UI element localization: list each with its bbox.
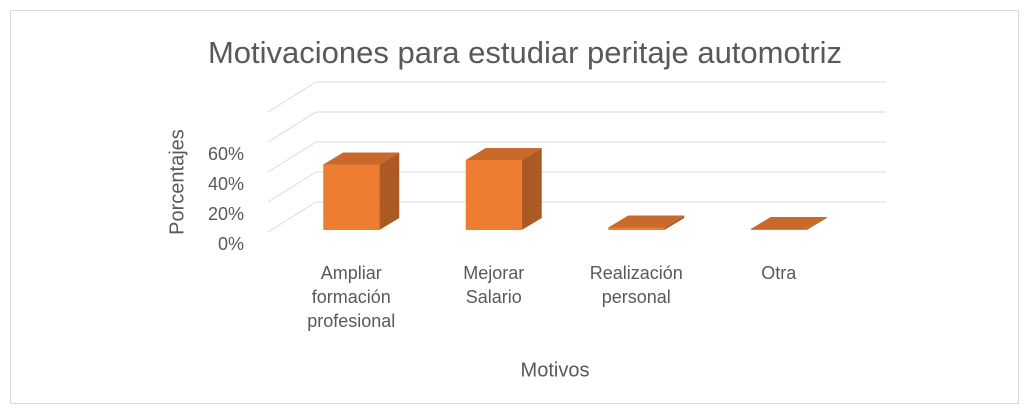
bar-side xyxy=(664,215,685,230)
bar-side xyxy=(379,152,400,230)
bar xyxy=(608,227,665,230)
bar-top xyxy=(323,152,400,165)
x-tick-label: Realización personal xyxy=(589,263,683,307)
bar xyxy=(750,229,807,230)
bar-side xyxy=(806,217,827,230)
grid-line xyxy=(267,201,317,233)
y-tick-label: 20% xyxy=(208,204,244,224)
bar-top xyxy=(465,148,542,160)
grid-line xyxy=(267,81,317,113)
bar xyxy=(323,164,380,230)
bar-top xyxy=(608,215,685,228)
x-axis-label: Motivos xyxy=(521,359,590,381)
x-tick-label: Ampliar formación profesional xyxy=(307,263,396,331)
bar-side xyxy=(521,148,542,230)
grid-line xyxy=(267,171,317,203)
x-tick-label: Otra xyxy=(761,263,797,283)
bar-top xyxy=(750,217,827,229)
grid-line xyxy=(267,111,317,143)
y-tick-label: 40% xyxy=(208,174,244,194)
bar xyxy=(465,160,522,230)
grid-line xyxy=(267,141,317,173)
y-tick-label: 60% xyxy=(208,144,244,164)
x-tick-label: Mejorar Salario xyxy=(463,263,525,307)
y-tick-label: 0% xyxy=(218,234,244,254)
chart-title: Motivaciones para estudiar peritaje auto… xyxy=(208,35,842,70)
y-axis-label: Porcentajes xyxy=(166,129,188,235)
